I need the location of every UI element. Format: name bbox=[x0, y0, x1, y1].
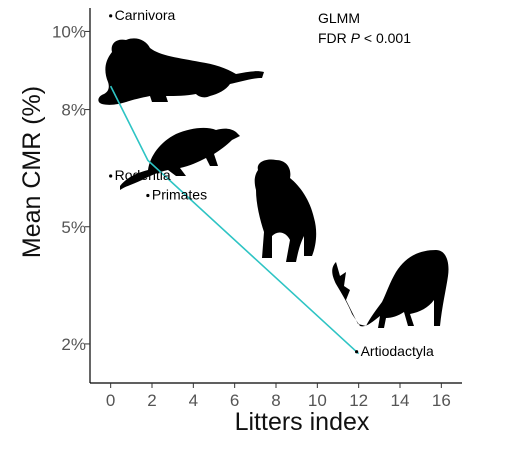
y-tick-label: 2% bbox=[61, 335, 86, 354]
ticks: 0 2 4 6 8 10 12 14 16 2% 5% 8% 10% bbox=[52, 22, 451, 410]
point-label: Artiodactyla bbox=[361, 343, 434, 359]
stat-fdr-label: FDR bbox=[318, 30, 351, 46]
x-tick-label: 2 bbox=[147, 391, 156, 410]
deer-icon bbox=[332, 250, 449, 328]
chimpanzee-icon bbox=[254, 159, 317, 262]
stat-method: GLMM bbox=[318, 10, 360, 26]
x-tick-label: 0 bbox=[106, 391, 115, 410]
x-tick-label: 8 bbox=[271, 391, 280, 410]
points-layer: Carnivora Rodentia Primates Artiodactyla bbox=[109, 7, 434, 359]
y-axis-title: Mean CMR (%) bbox=[18, 86, 46, 258]
x-tick-label: 16 bbox=[432, 391, 451, 410]
point-label: Rodentia bbox=[115, 167, 171, 183]
stat-p-value: < 0.001 bbox=[360, 30, 411, 46]
stat-p-symbol: P bbox=[351, 30, 361, 46]
y-tick-label: 5% bbox=[61, 218, 86, 237]
x-tick-label: 4 bbox=[189, 391, 198, 410]
data-point bbox=[146, 193, 150, 198]
y-tick-label: 8% bbox=[61, 101, 86, 120]
point-label: Primates bbox=[152, 187, 207, 203]
x-tick-label: 12 bbox=[349, 391, 368, 410]
x-tick-label: 10 bbox=[308, 391, 327, 410]
data-point bbox=[109, 14, 113, 18]
tiger-icon bbox=[98, 38, 264, 105]
stat-fdr: FDR P < 0.001 bbox=[318, 30, 411, 46]
point-label: Carnivora bbox=[115, 7, 176, 23]
x-tick-label: 14 bbox=[391, 391, 410, 410]
rat-icon bbox=[120, 127, 240, 190]
series-layer bbox=[109, 85, 360, 355]
x-axis-title: Litters index bbox=[235, 408, 370, 436]
data-point bbox=[355, 350, 359, 354]
data-point bbox=[109, 174, 113, 178]
trend-line bbox=[109, 85, 360, 355]
x-tick-label: 6 bbox=[230, 391, 239, 410]
y-tick-label: 10% bbox=[52, 22, 86, 41]
